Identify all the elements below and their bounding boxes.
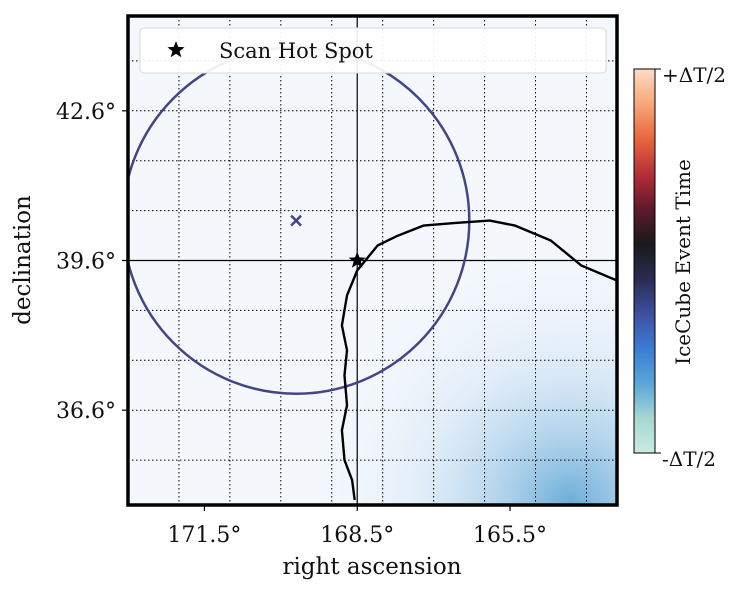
axis-ticks: 171.5° 168.5° 165.5° 42.6° 39.6° 36.6° <box>56 100 547 548</box>
y-tick-label: 39.6° <box>56 250 116 275</box>
colorbar-title: IceCube Event Time <box>671 159 695 365</box>
x-axis-title: right ascension <box>282 554 461 580</box>
x-tick-label: 168.5° <box>320 523 394 548</box>
x-tick-label: 165.5° <box>473 523 547 548</box>
x-tick-label: 171.5° <box>167 523 241 548</box>
legend-box <box>139 27 607 74</box>
y-axis-title: declination <box>10 195 36 325</box>
colorbar-bottom-label: -ΔT/2 <box>662 447 716 471</box>
event-position-marker <box>290 214 302 227</box>
legend: Scan Hot Spot <box>139 27 607 74</box>
confidence-contour <box>340 219 617 501</box>
colorbar-top-label: +ΔT/2 <box>662 63 726 87</box>
colorbar-gradient <box>633 68 656 454</box>
plot-area <box>126 14 619 507</box>
y-tick-label: 42.6° <box>56 100 116 125</box>
hot-spot-star <box>348 251 366 268</box>
colorbar: +ΔT/2 -ΔT/2 IceCube Event Time <box>633 63 726 471</box>
y-tick-label: 36.6° <box>56 399 116 424</box>
star-icon <box>167 41 185 58</box>
legend-label: Scan Hot Spot <box>219 39 373 63</box>
